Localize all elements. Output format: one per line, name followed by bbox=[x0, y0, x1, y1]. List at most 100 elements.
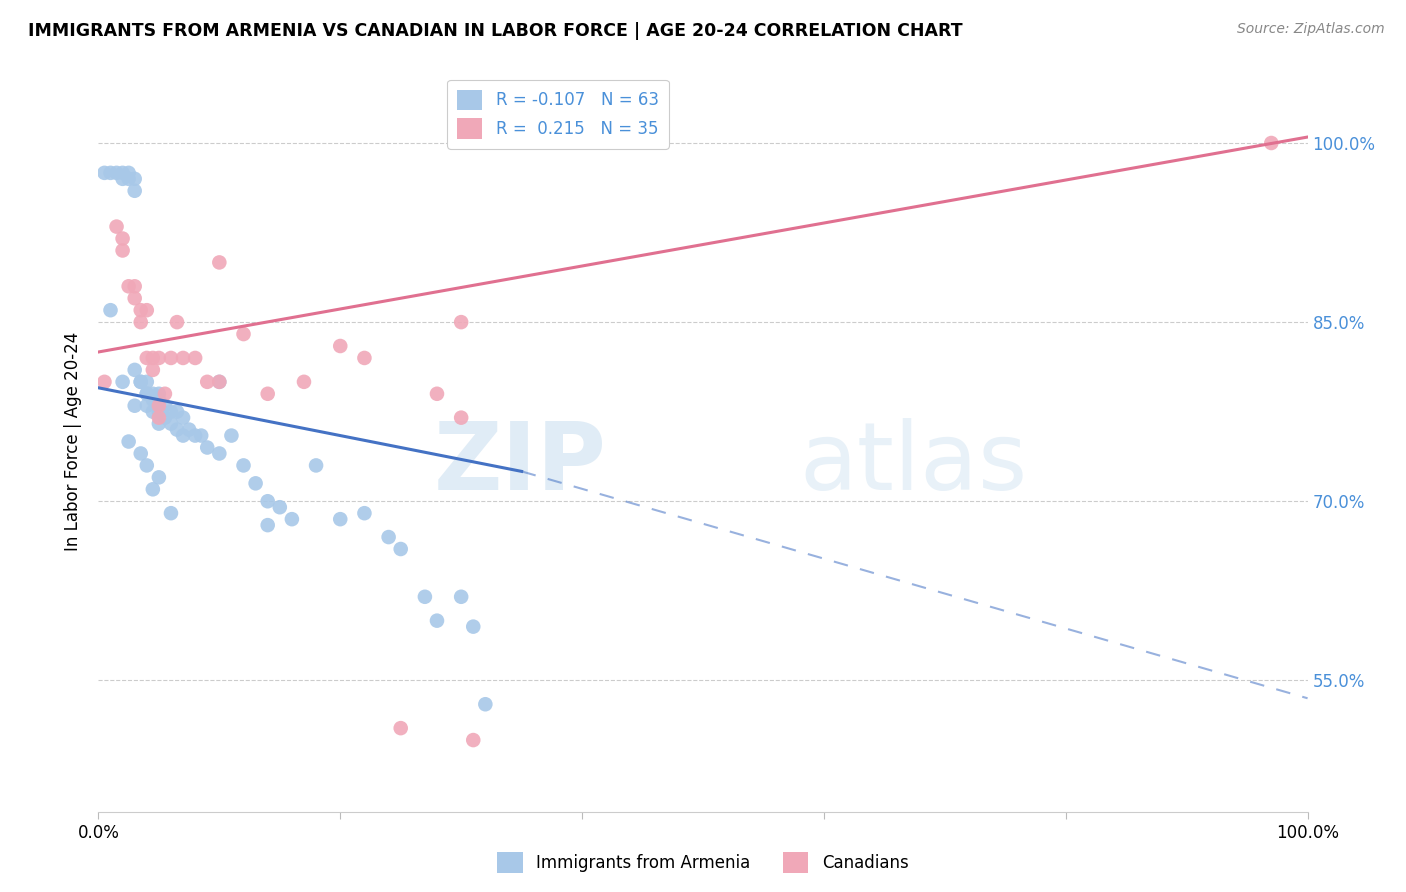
Point bbox=[256, 518, 278, 533]
Point bbox=[160, 405, 183, 419]
Point bbox=[153, 386, 176, 401]
Point bbox=[232, 458, 254, 473]
Text: atlas: atlas bbox=[800, 417, 1028, 509]
Point bbox=[450, 315, 472, 329]
Point bbox=[142, 351, 165, 365]
Point bbox=[153, 399, 176, 413]
Point bbox=[389, 721, 412, 735]
Point bbox=[292, 375, 315, 389]
Point bbox=[172, 410, 194, 425]
Point bbox=[208, 375, 231, 389]
Point bbox=[353, 351, 375, 365]
Legend: Immigrants from Armenia, Canadians: Immigrants from Armenia, Canadians bbox=[491, 846, 915, 880]
Point bbox=[389, 541, 412, 556]
Text: ZIP: ZIP bbox=[433, 417, 606, 509]
Point bbox=[184, 428, 207, 442]
Point bbox=[135, 458, 157, 473]
Point bbox=[160, 506, 183, 520]
Point bbox=[135, 303, 157, 318]
Point bbox=[118, 434, 141, 449]
Point bbox=[148, 399, 170, 413]
Point bbox=[153, 410, 176, 425]
Point bbox=[100, 303, 122, 318]
Legend: R = -0.107   N = 63, R =  0.215   N = 35: R = -0.107 N = 63, R = 0.215 N = 35 bbox=[447, 79, 669, 149]
Point bbox=[179, 423, 201, 437]
Point bbox=[111, 171, 134, 186]
Point bbox=[111, 231, 134, 245]
Point bbox=[208, 446, 231, 460]
Point bbox=[129, 375, 152, 389]
Point bbox=[93, 375, 115, 389]
Point bbox=[172, 428, 194, 442]
Point bbox=[184, 351, 207, 365]
Point bbox=[148, 386, 170, 401]
Point bbox=[118, 171, 141, 186]
Point bbox=[135, 399, 157, 413]
Point bbox=[190, 428, 212, 442]
Point bbox=[105, 219, 128, 234]
Point bbox=[111, 166, 134, 180]
Point bbox=[195, 375, 218, 389]
Point bbox=[148, 470, 170, 484]
Text: IMMIGRANTS FROM ARMENIA VS CANADIAN IN LABOR FORCE | AGE 20-24 CORRELATION CHART: IMMIGRANTS FROM ARMENIA VS CANADIAN IN L… bbox=[28, 22, 963, 40]
Point bbox=[166, 423, 188, 437]
Point bbox=[135, 351, 157, 365]
Point bbox=[1260, 136, 1282, 150]
Point bbox=[256, 386, 278, 401]
Point bbox=[148, 405, 170, 419]
Point bbox=[93, 166, 115, 180]
Point bbox=[166, 315, 188, 329]
Point bbox=[142, 363, 165, 377]
Point bbox=[208, 255, 231, 269]
Point bbox=[413, 590, 436, 604]
Point bbox=[160, 351, 183, 365]
Point bbox=[148, 417, 170, 431]
Y-axis label: In Labor Force | Age 20-24: In Labor Force | Age 20-24 bbox=[65, 332, 83, 551]
Point bbox=[463, 733, 485, 747]
Point bbox=[111, 375, 134, 389]
Point bbox=[269, 500, 291, 515]
Point bbox=[195, 441, 218, 455]
Point bbox=[426, 386, 449, 401]
Point bbox=[426, 614, 449, 628]
Point bbox=[100, 166, 122, 180]
Point bbox=[129, 446, 152, 460]
Point bbox=[160, 417, 183, 431]
Point bbox=[124, 291, 146, 305]
Point bbox=[166, 405, 188, 419]
Point bbox=[377, 530, 399, 544]
Point bbox=[142, 392, 165, 407]
Point bbox=[124, 399, 146, 413]
Point bbox=[111, 244, 134, 258]
Point bbox=[148, 392, 170, 407]
Point bbox=[135, 375, 157, 389]
Point bbox=[129, 303, 152, 318]
Point bbox=[221, 428, 243, 442]
Point bbox=[450, 410, 472, 425]
Point bbox=[142, 483, 165, 497]
Point bbox=[329, 512, 352, 526]
Point bbox=[118, 166, 141, 180]
Point bbox=[118, 279, 141, 293]
Point bbox=[329, 339, 352, 353]
Point bbox=[142, 386, 165, 401]
Point bbox=[148, 410, 170, 425]
Point bbox=[172, 351, 194, 365]
Point bbox=[105, 166, 128, 180]
Point bbox=[450, 590, 472, 604]
Point bbox=[124, 363, 146, 377]
Point bbox=[124, 184, 146, 198]
Point bbox=[256, 494, 278, 508]
Point bbox=[245, 476, 267, 491]
Point bbox=[135, 386, 157, 401]
Point bbox=[129, 375, 152, 389]
Point bbox=[129, 315, 152, 329]
Point bbox=[148, 351, 170, 365]
Point bbox=[305, 458, 328, 473]
Point bbox=[124, 171, 146, 186]
Point bbox=[474, 698, 496, 712]
Point bbox=[124, 279, 146, 293]
Point bbox=[463, 619, 485, 633]
Point bbox=[135, 386, 157, 401]
Point bbox=[208, 375, 231, 389]
